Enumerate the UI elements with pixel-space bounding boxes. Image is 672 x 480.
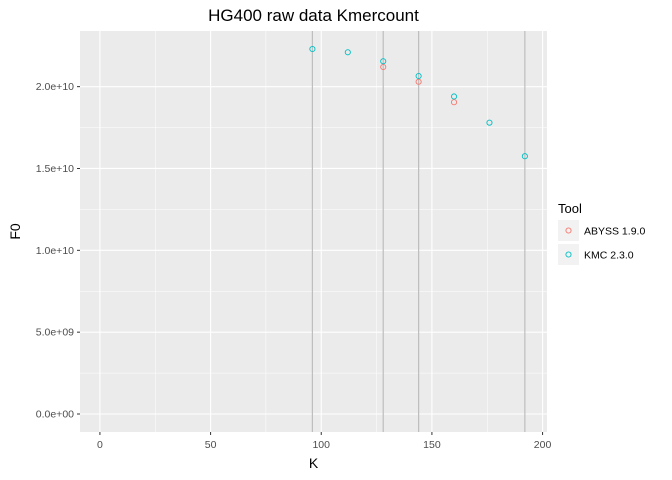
legend-label: KMC 2.3.0 bbox=[584, 250, 634, 262]
y-tick-label: 1.0e+10 bbox=[36, 245, 74, 257]
abyss-point bbox=[450, 99, 458, 106]
y-tick-label: 5.0e+09 bbox=[36, 327, 74, 339]
legend-key bbox=[558, 220, 579, 241]
kmc-point bbox=[486, 119, 493, 126]
plot-panel bbox=[80, 31, 547, 432]
x-tick-label: 50 bbox=[205, 439, 217, 451]
y-axis: 0.0e+00 5.0e+09 1.0e+10 1.5e+10 2.0e+10 bbox=[36, 81, 80, 420]
abyss-point bbox=[415, 78, 422, 85]
abyss-point bbox=[380, 63, 387, 71]
y-tick-label: 0.0e+00 bbox=[36, 408, 74, 420]
x-axis-title: K bbox=[309, 455, 319, 471]
x-tick-label: 0 bbox=[97, 439, 103, 451]
kmc-point bbox=[415, 72, 422, 80]
legend-key bbox=[558, 244, 579, 265]
x-tick-label: 200 bbox=[534, 439, 552, 451]
legend: Tool ABYSS 1.9.0 KMC 2.3.0 bbox=[558, 201, 645, 265]
legend-key-point bbox=[565, 251, 572, 258]
kmc-point bbox=[450, 93, 458, 100]
chart-title: HG400 raw data Kmercount bbox=[208, 6, 419, 25]
y-tick-label: 2.0e+10 bbox=[36, 81, 74, 93]
kmc-point bbox=[521, 153, 528, 160]
y-tick-label: 1.5e+10 bbox=[36, 163, 74, 175]
y-axis-title: F0 bbox=[7, 223, 23, 240]
legend-key-point bbox=[565, 227, 572, 234]
kmc-point bbox=[380, 58, 387, 65]
kmc-point bbox=[344, 49, 351, 56]
x-axis: 0 50 100 150 200 bbox=[97, 432, 551, 451]
data-points bbox=[309, 45, 528, 160]
kmc-point bbox=[309, 45, 316, 53]
grid-lines bbox=[80, 31, 547, 432]
legend-label: ABYSS 1.9.0 bbox=[584, 226, 645, 238]
x-tick-label: 150 bbox=[423, 439, 441, 451]
x-tick-label: 100 bbox=[312, 439, 330, 451]
legend-title: Tool bbox=[558, 201, 582, 216]
vertical-reference-lines bbox=[311, 31, 526, 432]
